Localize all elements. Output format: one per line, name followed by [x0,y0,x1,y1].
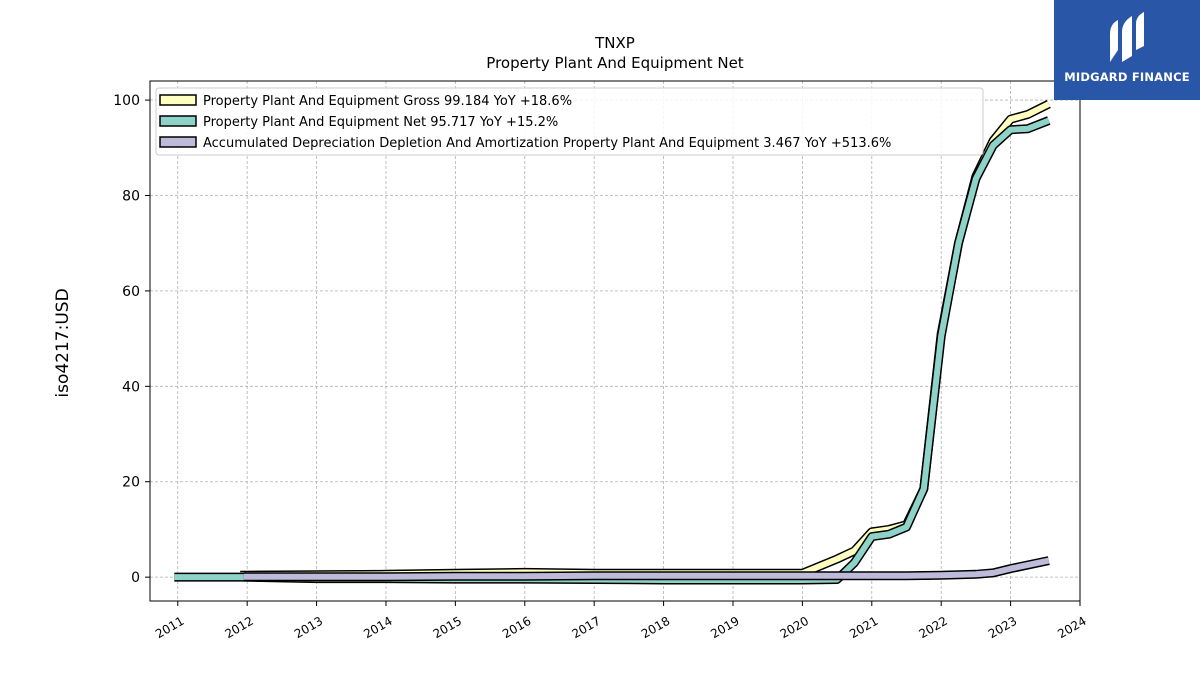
legend-label: Property Plant And Equipment Gross 99.18… [203,94,572,109]
x-tick-label: 2016 [500,614,533,641]
chart-subtitle: Property Plant And Equipment Net [486,54,743,72]
legend-swatch [159,94,197,106]
x-tick-label: 2012 [222,614,255,641]
series-1 [240,99,1051,580]
x-tick-label: 2021 [847,614,880,641]
plot-frame [149,80,1081,602]
series-2 [174,116,1051,585]
x-tick-label: 2019 [708,614,741,641]
brand-logo: MIDGARD FINANCE [1054,0,1200,100]
y-axis-label: iso4217:USD [53,288,73,397]
legend-label: Property Plant And Equipment Net 95.717 … [203,115,558,130]
series-3 [243,556,1050,582]
legend-box [155,87,984,156]
x-tick-label: 2014 [361,614,394,641]
brand-logo-icon [1110,12,1144,62]
x-tick-label: 2022 [916,614,949,641]
y-tick-label: 0 [131,570,140,586]
y-tick-label: 60 [122,284,140,300]
chart-title: TNXP [594,34,635,52]
x-tick-label: 2020 [778,614,811,641]
y-tick-label: 40 [122,379,140,395]
legend: Property Plant And Equipment Gross 99.18… [155,87,984,156]
series-line-outline [174,116,1051,585]
series-line-outline [240,99,1051,580]
legend-label: Accumulated Depreciation Depletion And A… [203,136,891,151]
y-tick-label: 100 [113,93,140,109]
axes: 2011 2012 2013 2014 2015 2016 2017 2018 2019 2020… [113,93,1088,641]
x-tick-label: 2017 [569,614,602,641]
x-tick-label: 2011 [153,614,186,641]
series-line [240,101,1051,579]
series-line [243,557,1050,580]
series-layer [174,99,1051,585]
y-tick-label: 80 [122,188,140,204]
y-tick-label: 20 [122,475,140,491]
x-tick-label: 2024 [1055,614,1088,641]
legend-swatch [159,115,197,127]
brand-name: MIDGARD FINANCE [1064,70,1190,84]
legend-swatch [159,136,197,148]
x-tick-label: 2015 [431,614,464,641]
x-tick-label: 2013 [292,614,325,641]
x-tick-label: 2023 [986,614,1019,641]
x-tick-label: 2018 [639,614,672,641]
